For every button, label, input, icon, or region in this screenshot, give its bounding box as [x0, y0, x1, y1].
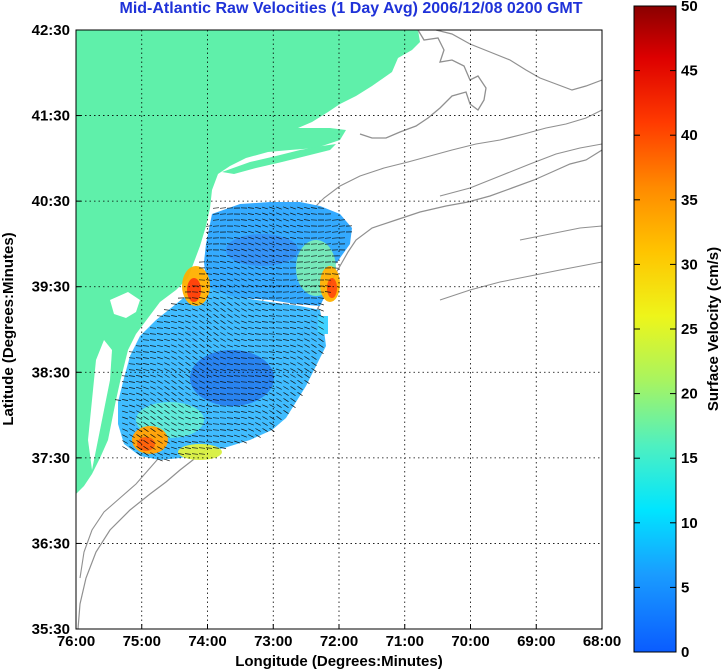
land-mass [76, 30, 420, 494]
vector-strokes [114, 206, 353, 462]
velocity-cell-edge [318, 316, 328, 334]
y-tick-label: 36:30 [32, 535, 70, 552]
colorbar-tick-label: 50 [681, 0, 698, 15]
x-axis-ticks: 76:00 75:00 74:00 73:00 72:00 71:00 70:00 69:00… [57, 624, 621, 650]
x-tick-label: 68:00 [583, 633, 621, 650]
colorbar-tick-label: 40 [681, 127, 698, 144]
map-title: Mid-Atlantic Raw Velocities (1 Day Avg) … [120, 0, 583, 17]
y-tick-label: 40:30 [32, 193, 70, 210]
y-tick-label: 35:30 [32, 621, 70, 638]
colorbar-tick-label: 5 [681, 579, 689, 596]
chesapeake-bay [88, 340, 112, 470]
colorbar-tick-label: 30 [681, 256, 698, 273]
canyon-contour [439, 225, 602, 301]
speed-high-west-core [187, 278, 201, 302]
gulf-of-maine-coast [435, 30, 602, 91]
new-england-coast [359, 30, 487, 139]
y-axis-label: Latitude (Degrees:Minutes) [0, 232, 17, 425]
x-axis-label: Longitude (Degrees:Minutes) [235, 653, 443, 670]
colorbar-tick-label: 45 [681, 63, 698, 80]
colorbar-tick-label: 0 [681, 644, 689, 661]
colorbar [634, 6, 676, 652]
x-tick-label: 75:00 [123, 633, 161, 650]
y-tick-label: 38:30 [32, 364, 70, 381]
georges-bank-contour [439, 143, 602, 197]
x-tick-label: 70:00 [451, 633, 489, 650]
velocity-vectors [114, 206, 353, 462]
colorbar-tick-label: 35 [681, 192, 698, 209]
x-tick-label: 73:00 [254, 633, 292, 650]
delaware-bay [110, 292, 140, 318]
x-tick-label: 76:00 [57, 633, 95, 650]
y-tick-label: 42:30 [32, 22, 70, 39]
y-axis-ticks: 42:30 41:30 40:30 39:30 38:30 37:30 36:30 35:30 [32, 22, 81, 638]
long-island [222, 144, 336, 174]
colorbar-tick-label: 15 [681, 450, 698, 467]
grid-lines [76, 30, 602, 629]
colorbar-tick-label: 25 [681, 321, 698, 338]
y-tick-label: 41:30 [32, 108, 70, 125]
x-tick-label: 74:00 [188, 633, 226, 650]
colorbar-label: Surface Velocity (cm/s) [705, 247, 722, 411]
colorbar-tick-label: 20 [681, 386, 698, 403]
y-tick-label: 37:30 [32, 450, 70, 467]
speed-high-south-core [137, 437, 155, 451]
speed-high-east-core [327, 278, 337, 298]
y-tick-label: 39:30 [32, 279, 70, 296]
x-tick-label: 69:00 [517, 633, 555, 650]
colorbar-tick-label: 10 [681, 515, 698, 532]
x-tick-label: 71:00 [386, 633, 424, 650]
speed-low-core-north [226, 234, 298, 266]
x-tick-label: 72:00 [320, 633, 358, 650]
